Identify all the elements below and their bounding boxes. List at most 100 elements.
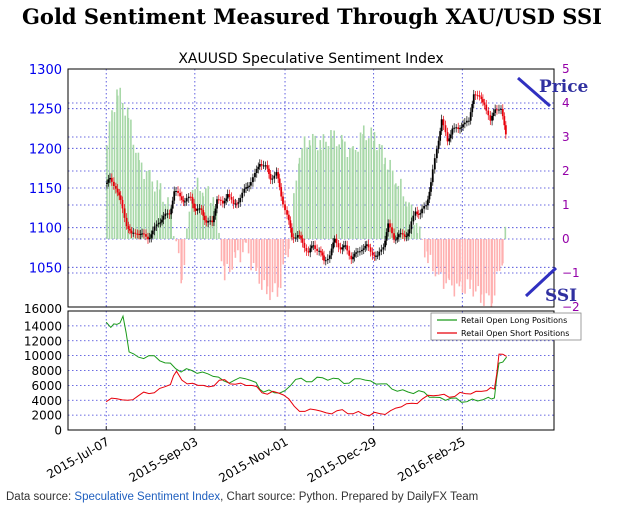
ssi-bar bbox=[245, 239, 247, 243]
ssi-bar bbox=[170, 206, 172, 239]
ssi-bar bbox=[472, 239, 475, 297]
candle-body bbox=[448, 138, 451, 142]
candle-body bbox=[213, 215, 215, 223]
ssi-bar bbox=[242, 239, 244, 253]
candle-body bbox=[147, 236, 149, 240]
footer-prefix: Data source: bbox=[6, 491, 75, 503]
candle-body bbox=[337, 243, 340, 248]
candle-body bbox=[414, 211, 417, 216]
ssi-bar bbox=[106, 145, 108, 239]
candle-body bbox=[460, 127, 463, 129]
ssi-bar bbox=[416, 233, 419, 239]
price-tick-label: 1100 bbox=[29, 222, 62, 237]
candle-body bbox=[268, 168, 270, 174]
ssi-bar bbox=[282, 239, 284, 265]
candle-body bbox=[407, 233, 409, 237]
candle-body bbox=[503, 116, 506, 126]
candle-body bbox=[419, 213, 422, 215]
candle-body bbox=[463, 122, 466, 125]
ssi-bar bbox=[284, 239, 287, 256]
ssi-bar bbox=[498, 239, 501, 271]
price-panel-frame bbox=[67, 68, 555, 308]
candle-body bbox=[440, 119, 443, 132]
candle-body bbox=[116, 188, 119, 193]
ssi-bar bbox=[325, 141, 327, 239]
candle-body bbox=[162, 216, 165, 220]
ssi-bar bbox=[145, 171, 148, 239]
ssi-bar bbox=[277, 239, 279, 288]
candle-body bbox=[480, 96, 483, 100]
candle-body bbox=[161, 219, 163, 223]
legend: Retail Open Long Positions Retail Open S… bbox=[430, 312, 582, 341]
candle-body bbox=[365, 244, 368, 246]
candle-body bbox=[453, 127, 456, 129]
candle-body bbox=[237, 202, 240, 204]
ssi-bar bbox=[113, 112, 116, 239]
candle-body bbox=[471, 104, 474, 113]
ssi-bar bbox=[367, 138, 370, 239]
candle-body bbox=[118, 192, 121, 196]
candle-body bbox=[431, 169, 434, 183]
ssi-bar bbox=[143, 178, 145, 239]
position-lines bbox=[105, 314, 507, 417]
ssi-bar bbox=[477, 239, 480, 287]
ssi-bar bbox=[338, 144, 340, 239]
ssi-tick-label: −2 bbox=[562, 300, 580, 314]
candle-body bbox=[332, 242, 335, 249]
ssi-bar bbox=[389, 159, 391, 239]
candle-body bbox=[364, 245, 367, 249]
candle-body bbox=[399, 233, 402, 235]
candle-body bbox=[109, 177, 111, 180]
candle-body bbox=[446, 132, 449, 142]
ssi-bar bbox=[263, 239, 266, 281]
price-tick-label: 1300 bbox=[29, 63, 62, 78]
candle-body bbox=[292, 237, 295, 239]
candle-body bbox=[435, 149, 438, 159]
candle-body bbox=[216, 199, 218, 209]
ssi-bar bbox=[188, 211, 191, 239]
candle-body bbox=[344, 245, 347, 247]
candle-body bbox=[170, 208, 173, 215]
price-candles bbox=[106, 89, 507, 266]
candle-body bbox=[375, 255, 377, 257]
candle-body bbox=[175, 190, 177, 192]
candle-body bbox=[403, 234, 406, 237]
ssi-bar bbox=[266, 239, 269, 287]
source-link[interactable]: Speculative Sentiment Index bbox=[74, 491, 221, 503]
candle-body bbox=[455, 127, 458, 129]
ssi-bar bbox=[440, 239, 442, 273]
ssi-bar bbox=[402, 196, 405, 239]
candle-body bbox=[193, 203, 195, 209]
candle-body bbox=[171, 200, 174, 209]
candle-body bbox=[194, 208, 197, 211]
price-annotation-arrow bbox=[517, 76, 551, 108]
ssi-bar bbox=[151, 181, 154, 239]
ssi-bar bbox=[228, 239, 231, 273]
candle-body bbox=[348, 250, 351, 256]
ssi-bar bbox=[437, 239, 440, 275]
ssi-tick-label: 1 bbox=[562, 198, 570, 212]
candle-body bbox=[444, 125, 447, 133]
ssi-bar bbox=[354, 149, 357, 239]
candle-body bbox=[369, 247, 372, 252]
ssi-bar bbox=[483, 239, 485, 306]
ssi-tick-label: 0 bbox=[562, 232, 570, 246]
ssi-bar bbox=[493, 239, 496, 296]
ssi-bar bbox=[306, 147, 308, 239]
candle-body bbox=[476, 95, 479, 97]
candle-body bbox=[333, 238, 336, 243]
ssi-bar bbox=[330, 138, 333, 239]
ssi-bar bbox=[386, 169, 389, 239]
ssi-bar bbox=[279, 239, 282, 289]
ssi-bar bbox=[207, 186, 210, 239]
candle-body bbox=[143, 233, 145, 235]
candle-body bbox=[457, 127, 460, 129]
candle-body bbox=[184, 201, 186, 203]
candle-body bbox=[228, 194, 231, 197]
ssi-bar bbox=[239, 239, 242, 263]
ssi-bar bbox=[218, 232, 220, 239]
ssi-bar bbox=[231, 239, 233, 270]
ssi-bar bbox=[320, 149, 322, 239]
candle-body bbox=[164, 213, 167, 217]
ssi-bar bbox=[418, 226, 421, 239]
